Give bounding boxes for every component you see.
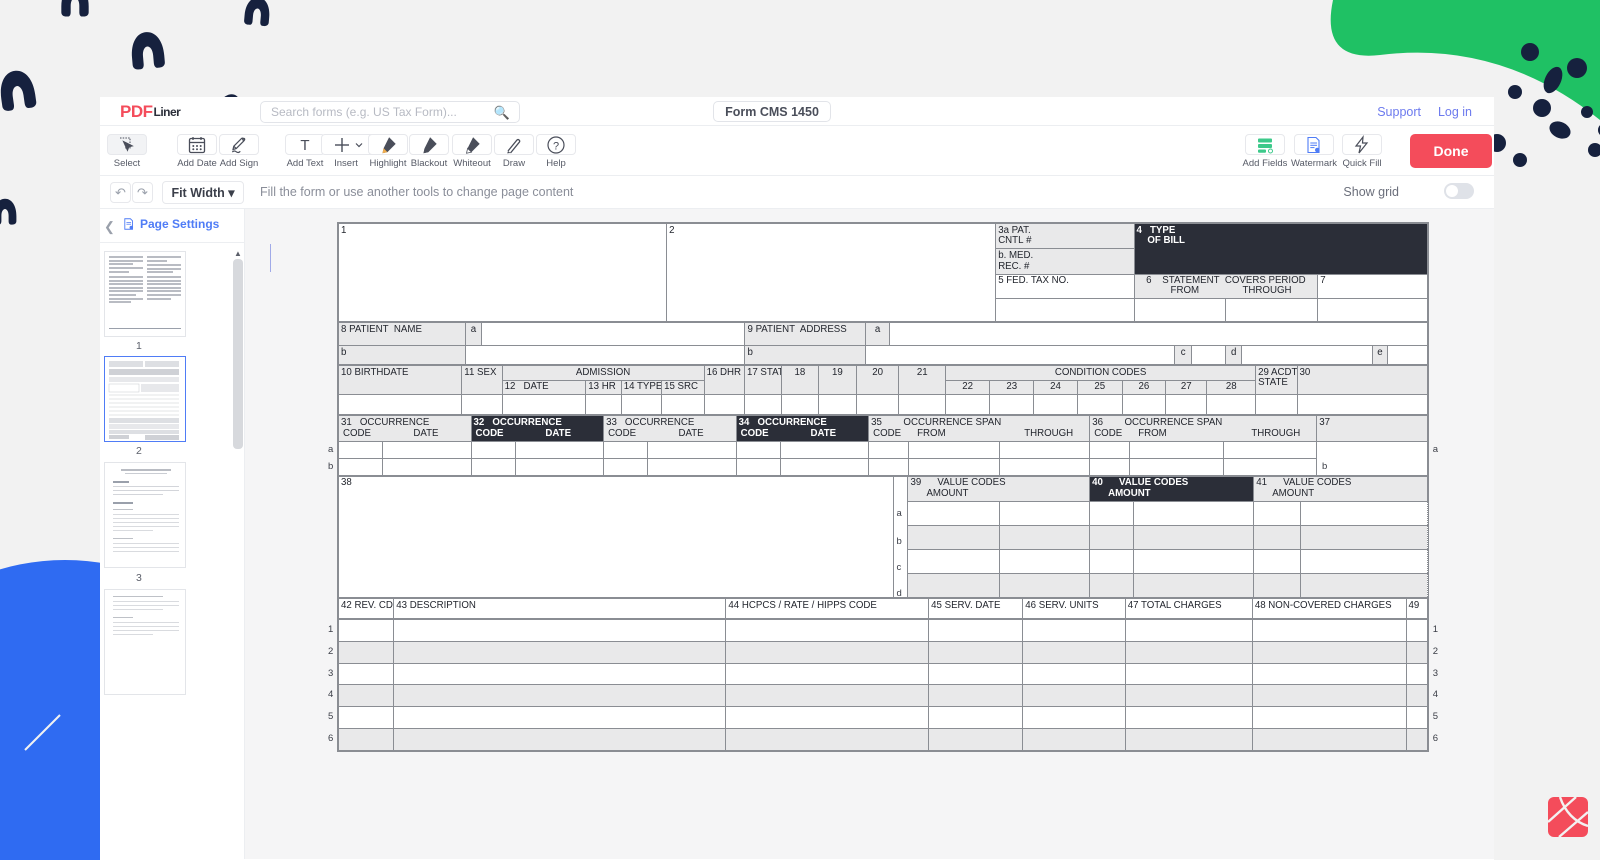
svg-text:T: T — [300, 137, 309, 154]
svg-text:?: ? — [553, 140, 559, 152]
